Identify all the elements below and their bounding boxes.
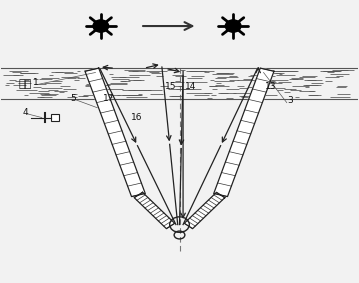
Circle shape bbox=[225, 20, 241, 32]
Text: 5: 5 bbox=[70, 94, 76, 103]
Text: 4: 4 bbox=[22, 108, 28, 117]
Polygon shape bbox=[85, 68, 145, 197]
Polygon shape bbox=[214, 68, 274, 197]
Text: 14: 14 bbox=[185, 82, 196, 91]
Text: 海面: 海面 bbox=[19, 79, 32, 89]
Text: 17: 17 bbox=[103, 94, 114, 103]
Circle shape bbox=[93, 20, 109, 32]
Text: 16: 16 bbox=[131, 113, 143, 122]
Text: 3: 3 bbox=[287, 97, 293, 106]
Text: 15: 15 bbox=[165, 82, 177, 91]
Bar bbox=[51, 114, 59, 121]
Polygon shape bbox=[184, 192, 225, 229]
Polygon shape bbox=[134, 192, 175, 229]
Text: 1: 1 bbox=[33, 78, 39, 87]
Text: 13: 13 bbox=[265, 82, 276, 91]
